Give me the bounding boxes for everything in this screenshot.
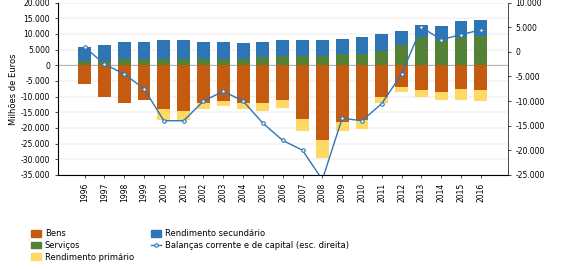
Bar [474,20,488,36]
Bar [296,119,309,131]
Bar [474,90,488,101]
Bar [355,120,369,129]
Bar [355,37,369,54]
Bar [415,90,428,97]
Bar [78,65,91,84]
Bar [455,89,467,100]
Bar [158,65,170,109]
Bar [237,59,249,65]
Bar [415,65,428,90]
Bar [316,65,329,140]
Bar [257,42,269,58]
Bar [257,65,269,103]
Bar [455,65,467,89]
Bar [336,65,349,122]
Bar [137,59,151,65]
Legend: Bens, Serviços, Rendimento primário, Rendimento secundário, Balanças corrente e : Bens, Serviços, Rendimento primário, Ren… [27,226,352,265]
Bar [415,37,428,65]
Bar [137,65,151,100]
Bar [316,40,329,56]
Bar [177,40,190,59]
Bar [336,39,349,54]
Bar [197,103,210,109]
Bar [98,45,111,61]
Bar [257,103,269,111]
Bar [98,65,111,97]
Bar [455,22,467,37]
Bar [316,56,329,65]
Bar [237,65,249,103]
Bar [376,51,388,65]
Bar [158,109,170,120]
Bar [435,65,448,92]
Bar [276,100,289,108]
Bar [118,42,130,59]
Bar [395,65,408,87]
Bar [177,111,190,120]
Bar [78,47,91,61]
Bar [355,54,369,65]
Bar [197,59,210,65]
Bar [336,122,349,131]
Y-axis label: Milhões de Euros: Milhões de Euros [9,53,18,125]
Bar [395,45,408,65]
Bar [276,56,289,65]
Bar [296,65,309,119]
Bar [177,65,190,111]
Bar [355,65,369,120]
Bar [118,65,130,103]
Bar [435,40,448,65]
Bar [415,24,428,37]
Bar [197,42,210,59]
Bar [435,26,448,40]
Bar [237,103,249,109]
Bar [276,65,289,100]
Bar [217,42,230,59]
Bar [296,56,309,65]
Bar [217,65,230,101]
Bar [376,97,388,103]
Bar [435,92,448,100]
Bar [137,42,151,59]
Bar [158,40,170,59]
Bar [376,34,388,51]
Bar [276,40,289,56]
Bar [395,31,408,45]
Bar [455,37,467,65]
Bar [316,140,329,158]
Bar [217,101,230,106]
Bar [158,59,170,65]
Bar [296,40,309,56]
Bar [78,61,91,65]
Bar [336,54,349,65]
Bar [197,65,210,103]
Bar [177,59,190,65]
Bar [98,61,111,65]
Bar [237,43,249,59]
Bar [474,36,488,65]
Bar [257,58,269,65]
Bar [118,59,130,65]
Bar [217,59,230,65]
Bar [376,65,388,97]
Bar [474,65,488,90]
Bar [395,87,408,92]
